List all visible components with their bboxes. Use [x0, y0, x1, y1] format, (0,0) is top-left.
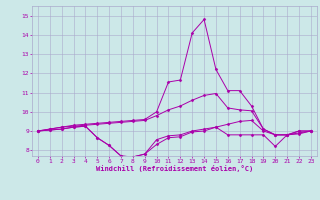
X-axis label: Windchill (Refroidissement éolien,°C): Windchill (Refroidissement éolien,°C) — [96, 165, 253, 172]
